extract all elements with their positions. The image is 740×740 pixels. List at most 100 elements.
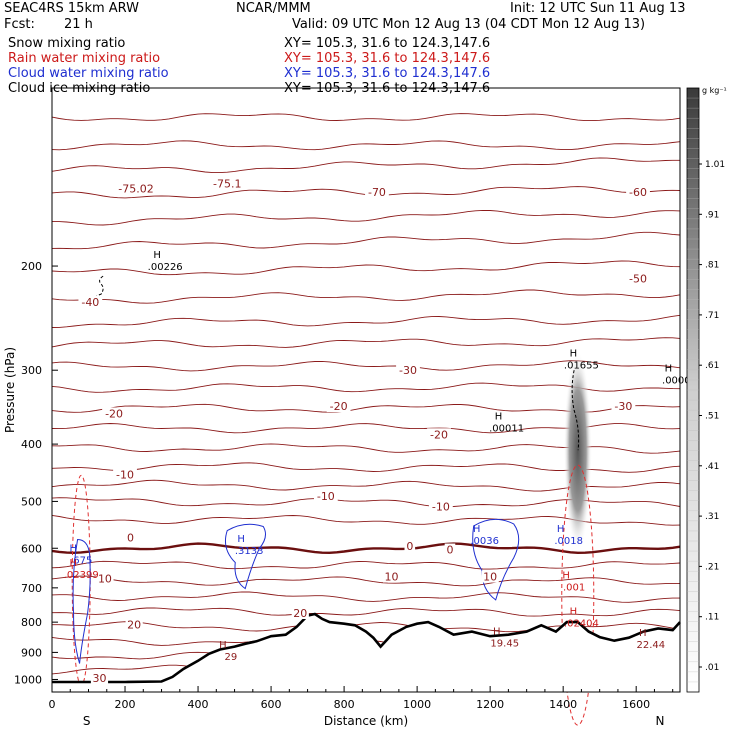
max-marker: H (570, 349, 578, 360)
y-tick-label: 900 (21, 646, 42, 659)
isotherm-line (51, 542, 681, 555)
forecast-label: Fcst: (4, 17, 35, 32)
max-value-label: .001 (563, 583, 585, 594)
colorbar-tick-label: .11 (705, 613, 719, 623)
max-marker: H (665, 363, 673, 374)
contour-label-bg (396, 364, 420, 377)
contour-label-bg (291, 606, 309, 619)
max-marker: H (69, 558, 77, 569)
max-value-label: .00011 (489, 424, 524, 435)
init-time: Init: 12 UTC Sun 11 Aug 13 (510, 1, 686, 16)
colorbar-tick-label: .81 (705, 261, 719, 271)
contour-label-bg (382, 570, 401, 583)
cloud-water-contour (72, 539, 91, 664)
isotherm-line (51, 260, 681, 276)
cloud-water-contour (472, 518, 520, 601)
x-tick-label: 1400 (549, 698, 577, 711)
south-end-label: S (83, 714, 91, 728)
colorbar-tick-label: .41 (705, 462, 719, 472)
max-marker: H (562, 571, 570, 582)
isotherm-label: 30 (92, 672, 106, 685)
isotherm-line (51, 289, 681, 304)
field-name-snow: Snow mixing ratio (8, 36, 126, 51)
cloud-ice-contour (571, 370, 580, 451)
isotherm-label: -20 (105, 407, 123, 420)
colorbar-tick-label: .21 (705, 562, 719, 572)
colorbar-tick-label: .31 (705, 512, 719, 522)
y-tick-label: 1000 (14, 673, 42, 686)
isotherm-label: -10 (317, 490, 335, 503)
contour-label-bg (326, 400, 351, 413)
max-value-label: .3133 (235, 546, 264, 557)
contour-label-bg (611, 400, 636, 413)
y-tick-label: 300 (21, 364, 42, 377)
terrain-line (52, 612, 681, 684)
max-value-label: 19.45 (490, 639, 519, 650)
isotherm-label: -30 (614, 400, 632, 413)
colorbar-unit: g kg⁻¹ (702, 86, 727, 95)
plot-area (51, 113, 681, 726)
isotherm-label: -50 (629, 273, 647, 286)
contour-label-bg (427, 428, 451, 441)
x-tick-label: 1600 (622, 698, 650, 711)
isotherm-label: 20 (127, 619, 141, 632)
contour-label-bg (404, 540, 416, 553)
center-label: NCAR/MMM (236, 1, 311, 16)
valid-time: Valid: 09 UTC Mon 12 Aug 13 (04 CDT Mon … (292, 17, 646, 32)
isotherm-label: 10 (98, 573, 112, 586)
field-xy-rain: XY= 105.3, 31.6 to 124.3,147.6 (284, 51, 491, 66)
max-marker: H (570, 606, 578, 617)
isotherm-label: -30 (399, 364, 417, 377)
colorbar: .01 .11 .21 .31 .41 .51 .61 .71 .81 .91 1.01 g kg⁻¹ (686, 86, 727, 693)
contour-labels: -75.02 -75.1 -70 -60 -50 -40 -30 -30 -20 -20 -20 -1… (64, 177, 691, 685)
plot-frame (51, 87, 681, 693)
north-end-label: N (656, 714, 665, 728)
max-marker: H (557, 524, 565, 535)
max-value-label: .02404 (564, 618, 599, 629)
isotherm-label: 10 (483, 571, 497, 584)
isotherm-line (51, 607, 681, 617)
max-value-label: .00226 (148, 262, 183, 273)
max-marker: H (237, 534, 245, 545)
isotherm-label: 0 (127, 531, 134, 544)
max-marker: H (219, 640, 227, 651)
colorbar-tick-label: .51 (705, 412, 719, 422)
isotherm-label: -20 (430, 428, 448, 441)
max-marker: H (493, 627, 501, 638)
isotherm-label: -75.02 (118, 183, 153, 196)
isotherm-line (51, 157, 680, 174)
isotherm-line (51, 140, 681, 151)
contour-label-bg (102, 407, 126, 420)
isotherm-line (51, 337, 681, 348)
max-value-label: .0036 (470, 536, 499, 547)
x-axis-title: Distance (km) (324, 714, 408, 728)
max-marker: H (495, 412, 503, 423)
contour-label-bg (125, 531, 136, 544)
y-tick-label: 400 (21, 438, 42, 451)
y-tick-label: 500 (21, 495, 42, 508)
contour-label-bg (113, 468, 137, 481)
cloud-water-contour (225, 523, 267, 590)
max-value-label: .0000 (662, 375, 691, 386)
max-value-label: .02399 (64, 570, 99, 581)
colorbar-tick-label: .61 (705, 361, 719, 371)
field-name-cloud-water: Cloud water mixing ratio (8, 66, 169, 81)
x-tick-label: 400 (188, 698, 209, 711)
contour-label-bg (78, 295, 103, 308)
max-marker: H (639, 628, 647, 639)
isotherm-label: -40 (81, 296, 99, 309)
isotherm-label: -10 (116, 468, 134, 481)
colorbar-tick-label: .01 (705, 663, 719, 673)
x-tick-label: 0 (49, 698, 56, 711)
rain-contour (561, 464, 595, 726)
contour-label-bg (125, 618, 143, 631)
isotherm-label: 0 (446, 544, 453, 557)
x-tick-label: 1000 (403, 698, 431, 711)
y-tick-label: 800 (21, 616, 42, 629)
max-value-label: .01655 (564, 361, 599, 372)
isotherm-line (51, 591, 680, 603)
contour-label-bg (626, 272, 650, 285)
max-value-label: 22.44 (636, 640, 665, 651)
field-xy-snow: XY= 105.3, 31.6 to 124.3,147.6 (284, 36, 491, 51)
